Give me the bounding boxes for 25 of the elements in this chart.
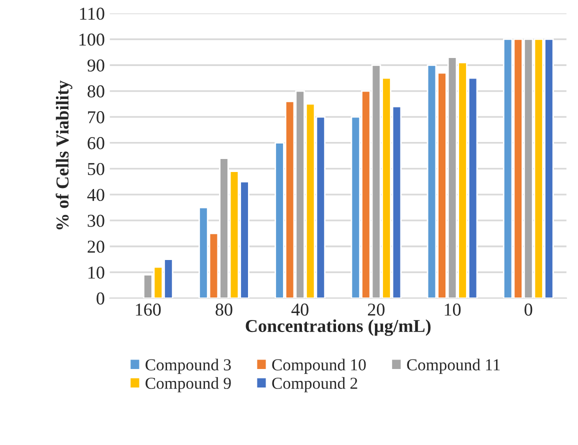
y-tick-label: 100 — [79, 34, 104, 46]
y-tick-label: 60 — [88, 137, 104, 150]
legend-label: Compound 2 — [272, 377, 358, 392]
y-tick-label: 80 — [88, 85, 104, 98]
x-tick-label: 20 — [368, 304, 385, 316]
y-tick-label: 110 — [80, 8, 104, 20]
y-tick-label: 30 — [88, 214, 104, 227]
legend-label: Compound 9 — [146, 377, 231, 392]
x-tick-label: 0 — [524, 304, 532, 316]
x-axis-title: Concentrations (µg/mL) — [246, 319, 431, 336]
x-tick-label: 40 — [291, 304, 308, 316]
legend-label: Compound 10 — [272, 358, 366, 374]
legend-label: Compound 11 — [407, 358, 500, 374]
y-tick-label: 40 — [87, 188, 104, 202]
y-tick-label: 10 — [88, 266, 104, 279]
y-tick-label: 0 — [96, 292, 104, 305]
x-tick-label: 80 — [216, 304, 232, 316]
y-tick-label: 70 — [88, 111, 104, 124]
legend-label: Compound 3 — [146, 358, 231, 374]
y-axis-title: % of Cells Viability — [56, 80, 72, 230]
y-tick-label: 50 — [88, 162, 104, 176]
x-tick-label: 160 — [136, 304, 161, 316]
x-tick-label: 10 — [444, 304, 461, 316]
y-tick-label: 90 — [87, 59, 104, 72]
y-tick-label: 20 — [88, 240, 104, 253]
